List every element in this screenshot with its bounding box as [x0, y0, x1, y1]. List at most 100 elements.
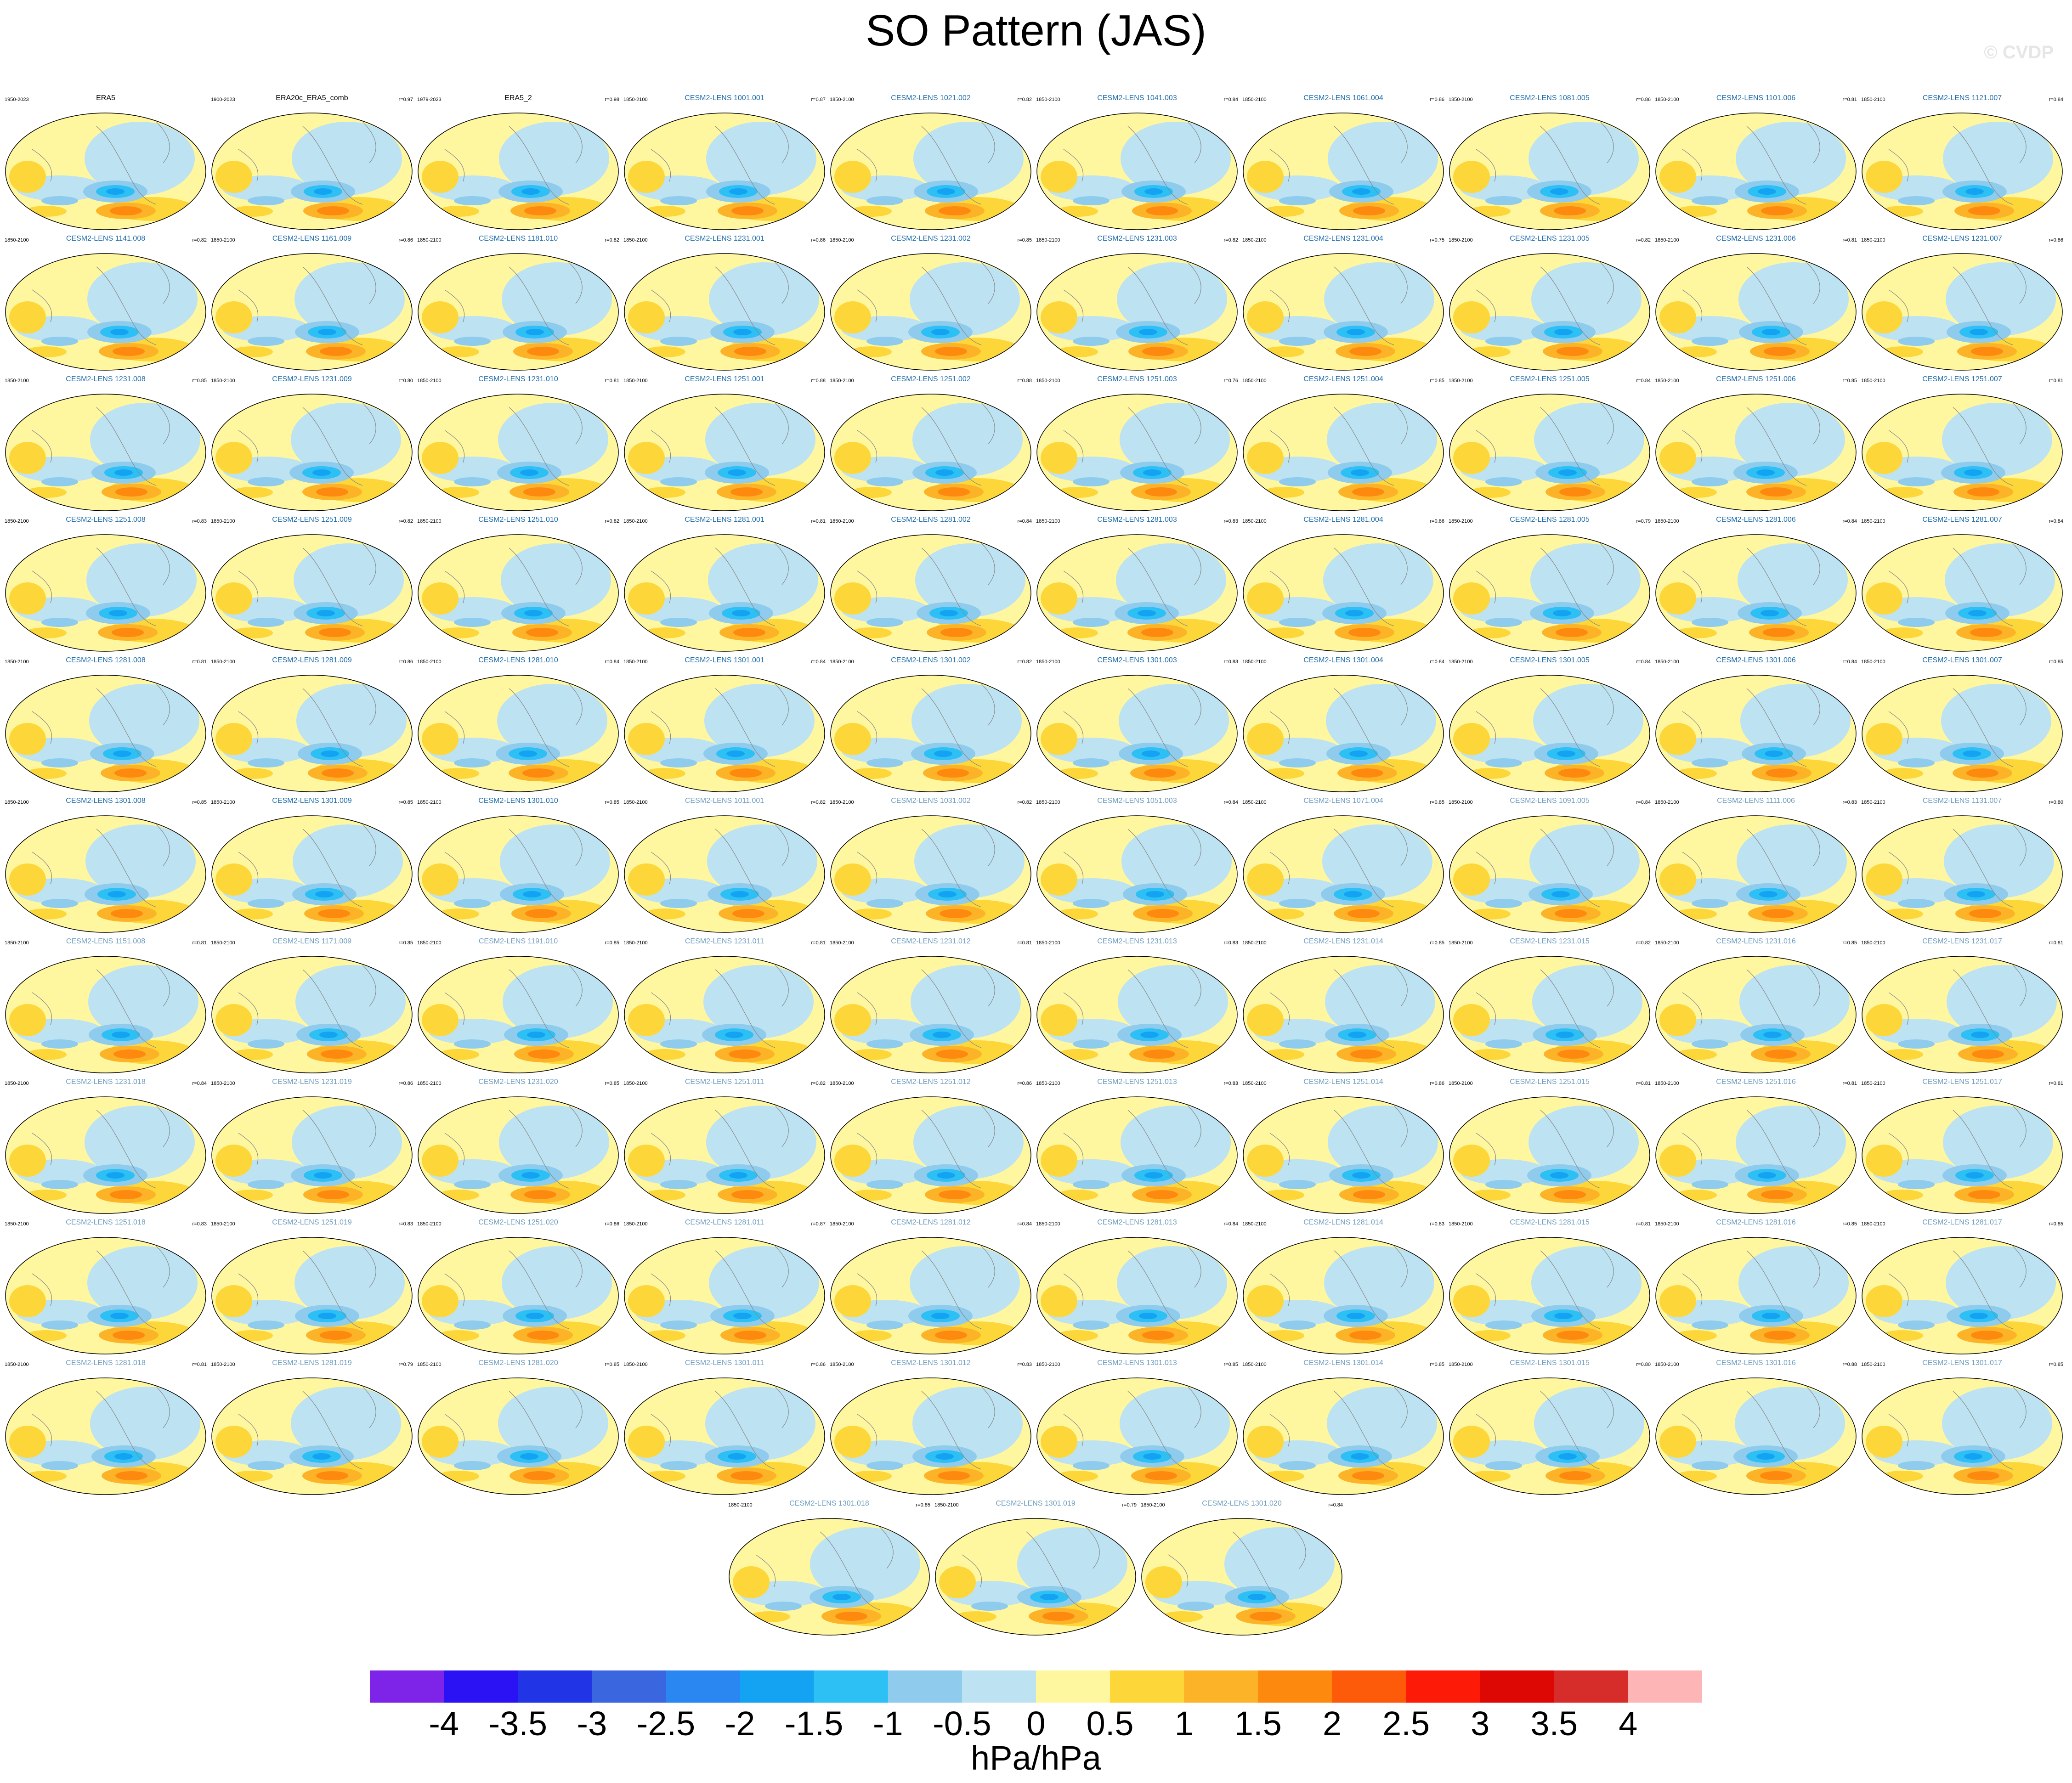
coastline — [1476, 543, 1614, 626]
map-outline — [1036, 1237, 1238, 1354]
map-panel: CESM2-LENS 1281.015 1850-2100 r=0.81 — [1449, 1219, 1651, 1356]
panel-title: CESM2-LENS 1231.001 — [685, 235, 764, 243]
indian-ocean-negative — [41, 477, 78, 486]
panel-title: CESM2-LENS 1301.007 — [1922, 656, 2002, 664]
panel-title: CESM2-LENS 1281.014 — [1303, 1219, 1383, 1226]
map-outline — [1655, 113, 1857, 230]
antarctic-positive-core — [1764, 1331, 1796, 1340]
south-pacific-negative-center — [106, 188, 125, 195]
panel-correlation: r=0.84 — [1636, 659, 1651, 665]
south-pacific-negative-center — [1963, 750, 1981, 757]
map-outline — [1243, 815, 1444, 933]
panel-correlation: r=0.88 — [1842, 1362, 1857, 1367]
pacific-negative-region — [1327, 1387, 1437, 1460]
antarctic-positive-core — [110, 206, 142, 215]
south-pacific-negative-center — [1351, 1453, 1369, 1460]
indian-ocean-positive — [232, 1330, 273, 1341]
antarctic-positive-core — [1347, 909, 1380, 918]
panel-title: CESM2-LENS 1141.008 — [66, 235, 146, 243]
pacific-negative-region — [1533, 684, 1643, 757]
map-panel: CESM2-LENS 1301.002 1850-2100 r=0.82 — [830, 656, 1032, 794]
coastline — [1063, 262, 1201, 345]
panel-correlation: r=0.82 — [1636, 237, 1651, 243]
map-panel: CESM2-LENS 1301.004 1850-2100 r=0.84 — [1242, 656, 1444, 794]
map-panel: CESM2-LENS 1231.003 1850-2100 r=0.82 — [1036, 235, 1238, 372]
coastline — [444, 121, 583, 205]
map-outline — [1036, 1096, 1238, 1214]
panel-period: 1850-2100 — [830, 378, 854, 384]
indian-ocean-negative — [1692, 899, 1728, 908]
south-pacific-negative-center — [732, 610, 750, 616]
map-outline — [830, 675, 1031, 792]
map-plot — [211, 1237, 413, 1354]
panel-title: CESM2-LENS 1301.015 — [1510, 1359, 1590, 1367]
map-panel: CESM2-LENS 1251.001 1850-2100 r=0.88 — [623, 375, 826, 513]
indian-ocean-positive — [1263, 1190, 1304, 1201]
panel-correlation: r=0.81 — [811, 519, 826, 524]
colorbar-tick-label: 1 — [1174, 1704, 1194, 1743]
maritime-positive — [834, 161, 871, 193]
map-outline — [1036, 253, 1238, 371]
antarctic-positive-core — [115, 1471, 147, 1480]
coastline — [1063, 965, 1201, 1048]
panel-correlation: r=0.97 — [398, 97, 413, 102]
antarctic-positive-core — [1554, 1190, 1586, 1199]
indian-ocean-negative — [248, 618, 284, 627]
indian-ocean-positive — [1263, 908, 1304, 920]
panel-period: 1850-2100 — [1036, 1081, 1060, 1086]
map-plot — [1243, 253, 1444, 371]
indian-ocean-negative — [1898, 899, 1935, 908]
indian-ocean-positive — [1676, 1330, 1717, 1341]
indian-ocean-positive — [1882, 627, 1923, 638]
coastline — [444, 543, 583, 626]
map-plot — [418, 956, 619, 1073]
coastline — [1063, 1386, 1201, 1470]
coastline — [857, 262, 995, 345]
map-plot — [1655, 534, 1857, 652]
map-outline — [1449, 1237, 1650, 1354]
colorbar-tick-label: 3 — [1471, 1704, 1490, 1743]
panel-title: CESM2-LENS 1281.013 — [1097, 1219, 1177, 1226]
map-plot — [624, 1096, 825, 1214]
maritime-positive — [9, 863, 46, 896]
south-pacific-negative-center — [730, 891, 749, 897]
antarctic-positive-core — [1967, 487, 1999, 497]
panel-period: 1850-2100 — [1242, 378, 1267, 384]
pacific-negative-region — [705, 1387, 815, 1460]
south-pacific-negative-center — [935, 469, 954, 476]
south-pacific-negative-center — [1967, 891, 1985, 897]
map-panel: CESM2-LENS 1251.013 1850-2100 r=0.83 — [1036, 1078, 1238, 1216]
indian-ocean-negative — [866, 1180, 903, 1189]
coastline — [32, 1386, 170, 1470]
panel-correlation: r=0.85 — [605, 940, 620, 946]
indian-ocean-positive — [25, 1049, 67, 1060]
antarctic-positive-core — [523, 487, 555, 497]
antarctic-positive-core — [113, 1049, 146, 1059]
panel-correlation: r=0.85 — [2049, 659, 2064, 665]
map-panel: CESM2-LENS 1301.012 1850-2100 r=0.83 — [830, 1359, 1032, 1497]
coastline — [651, 1386, 789, 1470]
pacific-negative-region — [1945, 543, 2055, 617]
map-panel: CESM2-LENS 1041.003 1850-2100 r=0.84 — [1036, 94, 1238, 232]
panel-period: 1850-2100 — [1655, 237, 1679, 243]
map-outline — [1862, 113, 2063, 230]
coastline — [857, 402, 995, 486]
maritime-positive — [628, 723, 665, 755]
maritime-positive — [1659, 161, 1696, 193]
indian-ocean-negative — [454, 1180, 491, 1189]
south-pacific-negative-center — [1758, 188, 1776, 195]
panel-period: 1850-2100 — [830, 97, 854, 102]
panel-title: CESM2-LENS 1251.011 — [685, 1078, 764, 1086]
panel-correlation: r=0.81 — [1842, 1081, 1857, 1086]
antarctic-positive-core — [1143, 1049, 1175, 1059]
panel-correlation: r=0.81 — [192, 659, 207, 665]
south-pacific-negative-center — [1349, 750, 1368, 757]
panel-period: 1850-2100 — [1861, 659, 1885, 665]
panel-period: 1850-2100 — [728, 1502, 753, 1508]
panel-title: CESM2-LENS 1231.004 — [1303, 235, 1383, 243]
pacific-negative-region — [1324, 1246, 1434, 1320]
map-outline — [830, 1237, 1031, 1354]
panel-title: CESM2-LENS 1281.004 — [1303, 516, 1383, 524]
antarctic-positive-core — [1352, 487, 1384, 497]
pacific-negative-region — [1735, 403, 1845, 476]
